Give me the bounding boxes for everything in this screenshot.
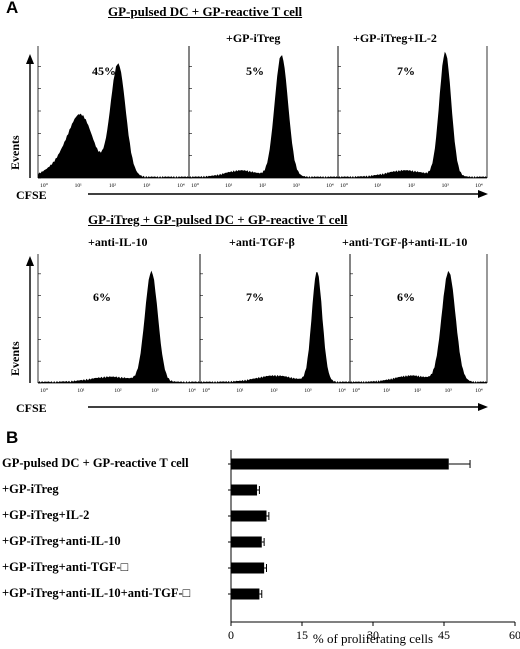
histogram-1-tick-4: 10⁴ [177, 183, 185, 189]
bottom-percent-3: 6% [397, 290, 415, 304]
bar-x-tick-label-0: 0 [228, 628, 234, 642]
histogram-5-tick-3: 10³ [304, 388, 312, 394]
histogram-fill-3 [338, 51, 487, 178]
top-percent-3: 7% [397, 64, 415, 78]
top-condition-3: +GP-iTreg+IL-2 [353, 31, 437, 45]
bar-x-tick-label-4: 60 [509, 628, 520, 642]
top-percent-2: 5% [246, 64, 264, 78]
top-condition-2: +GP-iTreg [226, 31, 281, 45]
panel-a-top-title: GP-pulsed DC + GP-reactive T cell [108, 4, 303, 19]
cfse-axis-top: CFSE [16, 188, 488, 202]
events-axis-top: Events [8, 54, 34, 178]
histogram-2-tick-1: 10¹ [225, 183, 233, 189]
histogram-6-tick-3: 10³ [445, 388, 453, 394]
events-label-top: Events [8, 135, 22, 170]
bar-label-2: +GP-iTreg+IL-2 [2, 508, 90, 522]
histogram-6-tick-1: 10¹ [383, 388, 391, 394]
histogram-3-tick-2: 10² [408, 183, 416, 189]
histogram-5: 10⁰ 10¹ 10² 10³ 10⁴ [199, 254, 351, 394]
bottom-condition-3: +anti-TGF-β+anti-IL-10 [342, 235, 468, 249]
cfse-label-bottom: CFSE [16, 401, 47, 415]
bar-0 [231, 458, 449, 470]
histogram-fill-1 [38, 63, 189, 178]
histogram-6-tick-4: 10⁴ [475, 388, 483, 394]
histogram-6-tick-2: 10² [414, 388, 422, 394]
error-bar-1 [257, 486, 260, 494]
histogram-5-tick-4: 10⁴ [338, 388, 346, 394]
error-bar-0 [448, 460, 471, 468]
histogram-4-tick-1: 10¹ [77, 388, 85, 394]
histogram-4: 10⁰ 10¹ 10² 10³ 10⁴ [37, 254, 201, 394]
histogram-4-tick-3: 10³ [151, 388, 159, 394]
histogram-1-tick-2: 10² [109, 183, 117, 189]
histogram-6-tick-0: 10⁰ [352, 387, 361, 394]
bar-label-0: GP-pulsed DC + GP-reactive T cell [2, 456, 189, 470]
histogram-1-tick-0: 10⁰ [40, 182, 49, 189]
histogram-fill-6 [350, 270, 487, 383]
histogram-5-tick-0: 10⁰ [202, 387, 211, 394]
bar-label-1: +GP-iTreg [2, 482, 59, 496]
histogram-1-tick-3: 10³ [143, 183, 151, 189]
histogram-1-tick-1: 10¹ [75, 183, 83, 189]
bar-label-5: +GP-iTreg+anti-IL-10+anti-TGF-□ [2, 586, 191, 600]
top-percent-1: 45% [92, 64, 116, 78]
histogram-4-tick-0: 10⁰ [40, 387, 49, 394]
histogram-3-tick-1: 10¹ [374, 183, 382, 189]
bar-chart: 0 15 30 45 60 % of proliferating cells [228, 450, 520, 646]
panel-a-letter: A [6, 0, 19, 17]
histogram-6: 10⁰ 10¹ 10² 10³ 10⁴ [349, 254, 488, 394]
panel-b-letter: B [6, 428, 19, 447]
bar-1 [231, 484, 258, 496]
histogram-3: 10⁰ 10¹ 10² 10³ 10⁴ [337, 46, 488, 189]
error-bar-3 [261, 538, 265, 546]
bar-3 [231, 536, 262, 548]
histogram-3-tick-0: 10⁰ [340, 182, 349, 189]
histogram-2-tick-3: 10³ [293, 183, 301, 189]
histogram-2-tick-0: 10⁰ [191, 182, 200, 189]
histogram-4-tick-2: 10² [114, 388, 122, 394]
events-label-bottom: Events [8, 341, 22, 376]
histogram-fill-5 [200, 272, 350, 383]
panel-a-histograms: 10⁰ 10¹ 10² 10³ 10⁴ 10⁰ 10¹ 10² 10³ 10⁴ 10⁰ 10¹ 10² 1… [8, 46, 488, 415]
bar-4 [231, 562, 265, 574]
histogram-3-tick-3: 10³ [442, 183, 450, 189]
bottom-condition-2: +anti-TGF-β [229, 235, 295, 249]
histogram-fill-4 [38, 270, 200, 383]
bar-2 [231, 510, 267, 522]
histogram-2-tick-4: 10⁴ [326, 183, 334, 189]
cfse-axis-bottom: CFSE [16, 401, 488, 415]
bar-label-4: +GP-iTreg+anti-TGF-□ [2, 560, 129, 574]
bottom-condition-1: +anti-IL-10 [88, 235, 148, 249]
bar-x-tick-label-3: 45 [438, 628, 450, 642]
bar-x-axis-label: % of proliferating cells [313, 631, 433, 646]
histogram-layer: 10⁰ 10¹ 10² 10³ 10⁴ 10⁰ 10¹ 10² 10³ 10⁴ 10⁰ 10¹ 10² 1… [37, 46, 488, 394]
histogram-5-tick-2: 10² [270, 388, 278, 394]
bar-x-tick-label-1: 15 [296, 628, 308, 642]
bar-5 [231, 588, 260, 600]
error-bar-4 [264, 564, 267, 572]
panel-a-bottom-title: GP-iTreg + GP-pulsed DC + GP-reactive T … [88, 212, 348, 227]
histogram-3-tick-4: 10⁴ [475, 183, 483, 189]
bar-layer: 0 15 30 45 60 [228, 450, 520, 642]
histogram-2-tick-2: 10² [259, 183, 267, 189]
error-bar-2 [266, 512, 270, 520]
bar-x-tick-label-2: 30 [367, 628, 379, 642]
histogram-4-tick-4: 10⁴ [188, 388, 196, 394]
bottom-percent-2: 7% [246, 290, 264, 304]
bottom-percent-1: 6% [93, 290, 111, 304]
cfse-label-top: CFSE [16, 188, 47, 202]
error-bar-5 [259, 590, 263, 598]
histogram-5-tick-1: 10¹ [236, 388, 244, 394]
events-axis-bottom: Events [8, 256, 34, 383]
bar-label-3: +GP-iTreg+anti-IL-10 [2, 534, 121, 548]
